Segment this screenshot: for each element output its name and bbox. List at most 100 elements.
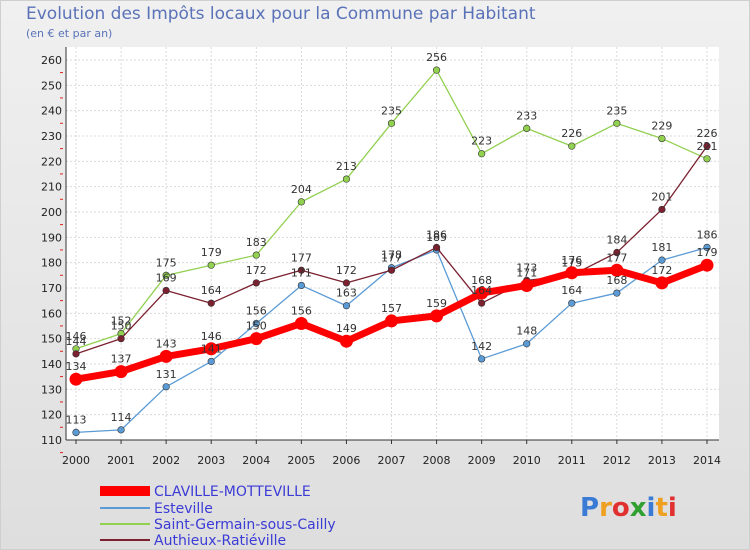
data-point (204, 342, 218, 356)
data-label: 177 (381, 251, 402, 264)
data-point (387, 266, 396, 274)
x-tick-label: 2010 (513, 454, 541, 467)
data-label: 148 (516, 325, 537, 338)
data-point (117, 335, 125, 343)
legend-label: CLAVILLE-MOTTEVILLE (154, 484, 311, 500)
data-label: 142 (471, 340, 492, 353)
legend: CLAVILLE-MOTTEVILLEEstevilleSaint-Germai… (100, 484, 336, 549)
data-label: 146 (66, 330, 87, 343)
data-label: 164 (561, 284, 582, 297)
data-point (703, 155, 711, 163)
y-tick-label: 220 (41, 155, 62, 168)
y-tick-label: 140 (41, 358, 62, 371)
data-label: 183 (246, 236, 267, 249)
data-label: 156 (291, 304, 312, 317)
data-point (568, 299, 576, 307)
data-label: 131 (156, 368, 177, 381)
data-point (339, 334, 353, 348)
data-point (342, 279, 351, 287)
data-label: 179 (201, 246, 222, 259)
data-label: 256 (426, 51, 447, 64)
data-point (613, 119, 621, 127)
data-point (475, 286, 489, 300)
data-label: 184 (606, 234, 627, 247)
x-tick-label: 2013 (648, 454, 676, 467)
y-tick-label: 170 (41, 282, 62, 295)
logo-text: Proxiti (580, 493, 677, 523)
x-tick-label: 2001 (107, 454, 135, 467)
data-label: 172 (651, 264, 672, 277)
data-label: 141 (201, 342, 222, 355)
data-label: 172 (336, 264, 357, 277)
x-tick-label: 2009 (468, 454, 496, 467)
data-label: 143 (156, 337, 177, 350)
legend-label: Saint-Germain-sous-Cailly (154, 517, 336, 533)
data-point (342, 175, 351, 183)
data-point (252, 279, 260, 287)
data-label: 179 (697, 246, 718, 259)
data-label: 152 (111, 315, 132, 328)
y-tick-label: 120 (41, 409, 62, 422)
x-tick-label: 2000 (62, 454, 90, 467)
data-label: 159 (426, 297, 447, 310)
data-label: 235 (606, 104, 627, 117)
data-point (342, 302, 351, 310)
x-tick-label: 2002 (152, 454, 180, 467)
data-point (162, 286, 170, 295)
data-point (114, 365, 128, 379)
data-point (568, 142, 576, 150)
y-tick-label: 180 (41, 257, 62, 270)
data-point (297, 266, 305, 274)
data-label: 156 (246, 304, 267, 317)
data-label: 150 (246, 320, 267, 333)
y-tick-labels: 110 120 130 140 150 160 170 180 190 200 210 220 230 2… (41, 54, 62, 447)
x-tick-label: 2008 (423, 454, 451, 467)
data-label: 157 (381, 302, 402, 315)
data-point (387, 119, 396, 127)
data-label: 171 (516, 266, 537, 279)
y-tick-label: 130 (41, 383, 62, 396)
data-label: 171 (291, 266, 312, 279)
x-tick-label: 2014 (693, 454, 721, 467)
data-point (249, 332, 263, 346)
data-point (117, 426, 125, 434)
data-point (430, 309, 444, 323)
data-label: 144 (66, 335, 87, 348)
data-point (658, 205, 666, 214)
data-point (520, 278, 534, 292)
legend-label: Authieux-Ratiéville (154, 533, 286, 549)
data-point (385, 314, 398, 328)
chart-subtitle: (en € et par an) (26, 27, 113, 40)
data-label: 201 (651, 190, 672, 203)
data-point (252, 319, 260, 328)
x-tick-labels: 2000 2001 2002 2003 2004 2005 2006 2007 2008 2009… (62, 454, 721, 467)
data-point (700, 258, 714, 272)
data-label: 134 (66, 360, 87, 373)
data-label: 223 (471, 135, 492, 148)
data-point (478, 150, 486, 158)
y-tick-label: 190 (41, 231, 62, 244)
data-point (432, 243, 441, 252)
x-tick-label: 2003 (197, 454, 225, 467)
x-tick-label: 2005 (287, 454, 315, 467)
y-tick-label: 150 (41, 333, 62, 346)
data-point (523, 124, 531, 132)
data-label: 235 (381, 104, 402, 117)
data-label: 226 (561, 127, 582, 140)
data-label: 177 (291, 251, 312, 264)
data-point (294, 316, 308, 330)
y-tick-label: 110 (41, 434, 62, 447)
proxiti-logo: Proxiti (580, 493, 677, 523)
data-label: 163 (336, 287, 357, 300)
data-labels: 146 152 175 179 183 204 213 235 256 223 233 226 235 2… (66, 51, 718, 426)
y-tick-label: 250 (41, 79, 62, 92)
y-tick-label: 210 (41, 181, 62, 194)
data-point (207, 299, 215, 307)
x-tick-label: 2004 (242, 454, 270, 467)
data-point (658, 134, 666, 143)
data-label: 172 (246, 264, 267, 277)
data-label: 168 (471, 274, 492, 287)
data-point (610, 263, 624, 277)
data-point (72, 350, 80, 358)
